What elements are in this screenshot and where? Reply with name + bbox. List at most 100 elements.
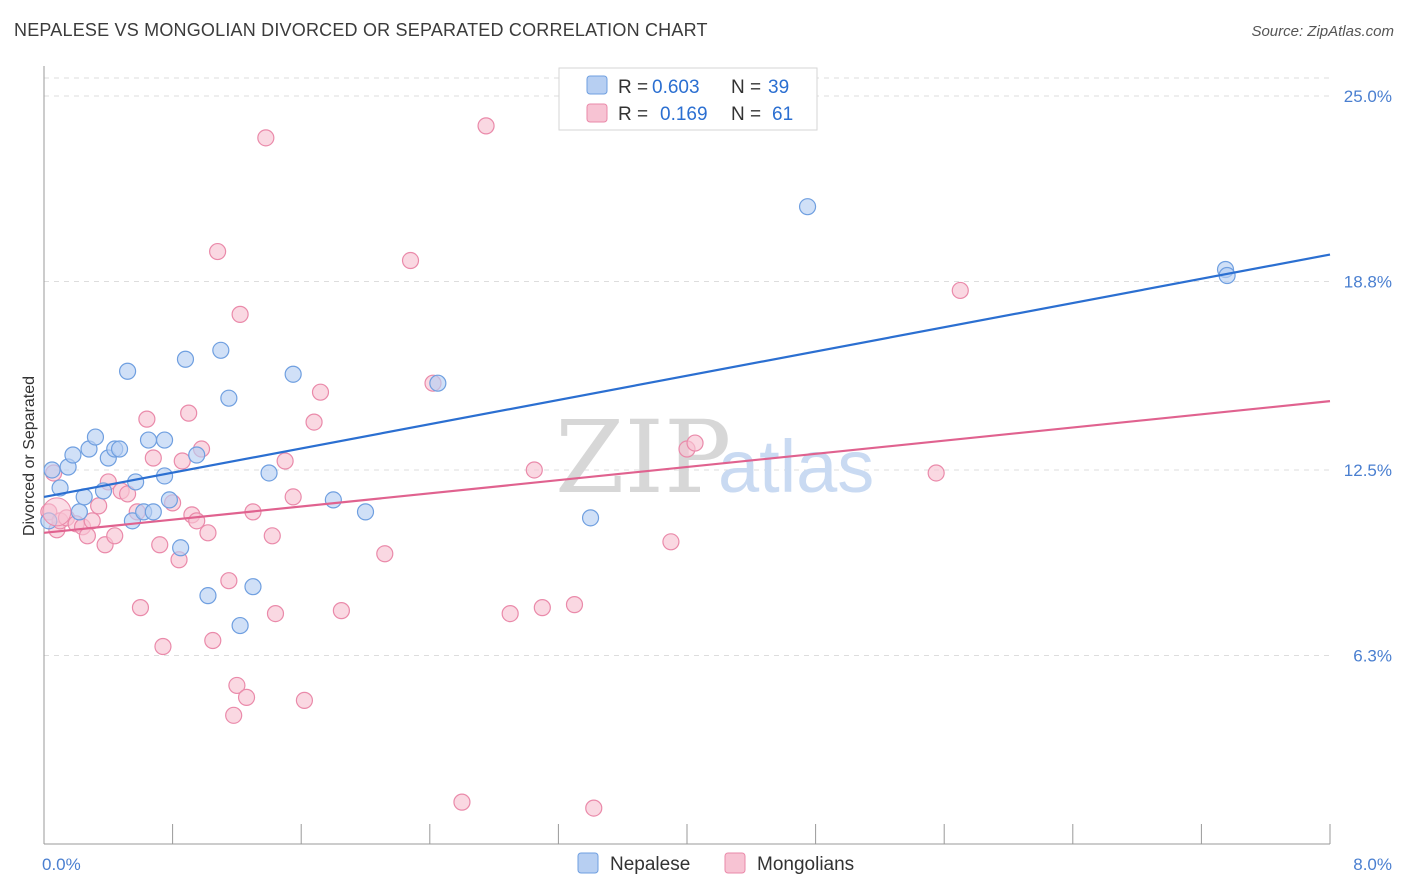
tick-labels: 6.3% 12.5% 18.8% 25.0% 0.0% 8.0% [42,87,1392,874]
mongolian-point-37 [257,129,275,147]
mongolian-point-33 [228,676,246,695]
source-credit: Source: ZipAtlas.com [1251,23,1394,40]
mongolian-point-59 [927,464,945,482]
nepalese-point-34 [581,509,600,527]
watermark-atlas: atlas [718,425,874,508]
mongolian-point-14 [118,485,137,503]
nepalese-point-17 [144,503,162,521]
trend-lines [43,253,1331,534]
nepalese-trend-line [43,253,1331,498]
mongolian-point-39 [266,605,285,623]
nepalese-point-33 [429,374,447,392]
watermark: ZIP atlas [555,399,874,516]
nepalese-point-35 [798,198,817,216]
legend-swatch-mongolians [586,103,608,123]
nepalese-point-7 [86,428,105,446]
data-points [40,117,1236,817]
nepalese-point-16 [139,431,158,449]
mongolian-point-12 [106,527,124,545]
legend-r-value-2: 0.169 [660,104,708,125]
nepalese-point-27 [231,616,249,635]
nepalese-point-4 [70,503,88,521]
mongolian-point-54 [565,596,584,614]
legend-n-value-2: 61 [772,104,793,125]
mongolian-point-30 [209,242,227,261]
legend-n-label-2: N = [731,104,761,125]
legend-r-label-2: R = [618,104,648,125]
series-legend-label-mongolians: Mongolians [757,854,854,875]
y-axis-label: Divorced or Separated [21,376,38,536]
y-tick-label-2: 18.8% [1344,272,1392,291]
mongolian-point-28 [199,524,217,542]
y-tick-label-1: 12.5% [1344,461,1392,480]
legend-swatch-nepalese [586,75,608,95]
mongolian-point-51 [501,605,519,623]
nepalese-point-22 [176,350,195,368]
mongolian-point-49 [453,793,471,811]
mongolian-point-23 [173,452,191,470]
mongolian-point-56 [662,533,680,551]
nepalese-point-14 [127,473,145,491]
nepalese-point-1 [51,479,69,497]
nepalese-point-12 [118,362,137,380]
mongolian-point-44 [311,383,330,401]
mongolian-point-50 [477,117,495,135]
nepalese-point-31 [324,491,342,509]
nepalese-point-26 [220,389,238,407]
mongolian-point-47 [401,251,420,270]
series-legend-swatch-nepalese [577,852,599,874]
mongolian-point-cluster [42,497,72,527]
chart-title: NEPALESE VS MONGOLIAN DIVORCED OR SEPARA… [14,20,708,40]
mongolian-point-18 [144,449,162,467]
nepalese-point-0 [43,461,61,479]
mongolian-point-24 [180,404,198,422]
nepalese-point-29 [260,464,278,482]
mongolian-point-38 [263,527,281,545]
mongolian-point-41 [284,488,302,506]
mongolian-point-60 [951,281,969,300]
series-legend-swatch-mongolians [724,852,746,874]
mongolian-point-7 [78,527,97,545]
legend-box: R = 0.603 N = 39 R = 0.169 N = 61 [558,67,818,131]
nepalese-point-25 [212,341,230,359]
mongolian-point-9 [90,497,108,515]
nepalese-point-11 [110,440,129,458]
nepalese-point-24 [199,587,217,605]
gridlines [44,77,1330,656]
mongolian-point-58 [686,434,704,452]
mongolian-point-42 [295,691,314,709]
nepalese-point-28 [244,578,262,596]
mongolian-point-45 [332,602,350,620]
mongolian-point-20 [154,637,172,656]
mongolian-point-32 [225,706,243,724]
mongolian-point-16 [131,599,150,617]
axes [43,66,1331,845]
legend-n-value-1: 39 [768,77,789,98]
mongolian-point-31 [220,572,238,590]
mongolian-point-19 [151,536,169,554]
watermark-zip: ZIP [555,399,731,516]
mongolian-trend-line [43,400,1331,534]
mongolian-point-40 [276,452,294,470]
mongolian-point-35 [237,688,256,706]
y-tick-label-3: 25.0% [1344,87,1392,106]
nepalese-point-18 [155,431,174,449]
mongolian-point-53 [533,599,551,617]
nepalese-point-21 [172,539,190,557]
series-legend-label-nepalese: Nepalese [610,854,690,875]
series-legend: Nepalese Mongolians [577,852,854,875]
mongolian-point-46 [376,545,394,563]
legend-r-label-1: R = [618,77,648,98]
y-tick-label-0: 6.3% [1353,646,1392,665]
mongolian-point-17 [138,410,156,428]
nepalese-point-32 [356,503,375,521]
nepalese-point-20 [160,491,178,509]
nepalese-point-30 [284,365,302,383]
mongolian-point-55 [585,799,603,817]
x-tick-label-1: 8.0% [1353,855,1392,874]
legend-n-label-1: N = [731,77,761,98]
mongolian-point-34 [231,305,249,323]
legend-r-value-1: 0.603 [652,77,700,98]
x-tick-label-0: 0.0% [42,855,81,874]
